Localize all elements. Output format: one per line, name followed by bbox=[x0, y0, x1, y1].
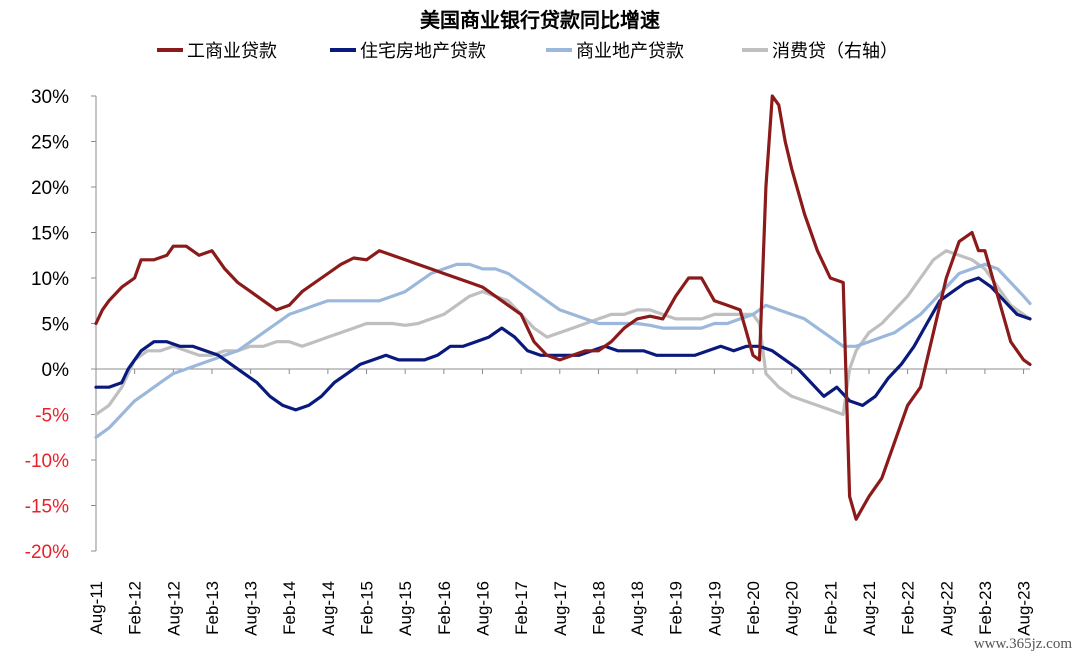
series-line-工商业贷款 bbox=[94, 94, 1032, 521]
x-tick-label: Feb-15 bbox=[358, 581, 377, 635]
x-tick-label: Aug-20 bbox=[783, 581, 802, 636]
x-tick-label: Aug-19 bbox=[705, 581, 724, 636]
x-tick-label: Aug-17 bbox=[551, 581, 570, 636]
x-tick-label: Feb-13 bbox=[203, 581, 222, 635]
x-tick-label: Feb-17 bbox=[512, 581, 531, 635]
y-tick-label: -20% bbox=[25, 542, 69, 563]
x-tick-label: Aug-14 bbox=[319, 581, 338, 636]
x-tick-label: Aug-15 bbox=[396, 581, 415, 636]
y-axis: 30% 25% 20% 15% 10% 5% 0% -5% -10% -15% -20% bbox=[25, 87, 97, 563]
x-tick-label: Feb-18 bbox=[589, 581, 608, 635]
y-tick-label: -10% bbox=[25, 451, 69, 472]
x-axis: Aug-11 Feb-12 Aug-12 Feb-13 Aug-13 Feb-14 Aug-… bbox=[87, 368, 1034, 636]
y-tick-label: 20% bbox=[31, 178, 69, 199]
y-tick-label: 10% bbox=[31, 269, 69, 290]
y-tick-label: -15% bbox=[25, 497, 69, 518]
y-tick-label: 5% bbox=[42, 315, 70, 336]
x-tick-label: Aug-23 bbox=[1015, 581, 1034, 636]
y-tick-label: -5% bbox=[35, 406, 69, 427]
x-tick-label: Aug-13 bbox=[242, 581, 261, 636]
x-tick-label: Feb-20 bbox=[744, 581, 763, 635]
watermark: www.365jz.com bbox=[974, 636, 1073, 652]
series-line-住宅房地产贷款 bbox=[94, 276, 1032, 412]
x-tick-label: Feb-16 bbox=[435, 581, 454, 635]
legend: 工商业贷款 住宅房地产贷款 商业地产贷款 消费贷（右轴） bbox=[157, 41, 898, 62]
x-tick-label: Feb-21 bbox=[821, 581, 840, 635]
x-tick-label: Aug-12 bbox=[164, 581, 183, 636]
x-tick-label: Feb-14 bbox=[280, 581, 299, 635]
x-tick-label: Feb-22 bbox=[899, 581, 918, 635]
y-tick-label: 0% bbox=[42, 360, 70, 381]
legend-label: 消费贷（右轴） bbox=[772, 41, 898, 62]
legend-label: 工商业贷款 bbox=[187, 41, 277, 62]
x-tick-label: Aug-11 bbox=[87, 581, 106, 635]
x-tick-label: Feb-19 bbox=[667, 581, 686, 635]
x-tick-label: Aug-22 bbox=[937, 581, 956, 636]
legend-label: 商业地产贷款 bbox=[576, 41, 684, 62]
x-tick-label: Aug-16 bbox=[473, 581, 492, 636]
plot-area bbox=[94, 94, 1032, 521]
series-line-商业地产贷款 bbox=[94, 262, 1032, 439]
x-tick-label: Aug-21 bbox=[860, 581, 879, 636]
chart-title: 美国商业银行贷款同比增速 bbox=[420, 8, 660, 32]
series-line-消费贷（右轴） bbox=[94, 249, 1032, 417]
y-tick-label: 25% bbox=[31, 133, 69, 154]
x-tick-label: Feb-12 bbox=[126, 581, 145, 635]
legend-label: 住宅房地产贷款 bbox=[360, 41, 486, 62]
y-tick-label: 15% bbox=[31, 224, 69, 245]
y-tick-label: 30% bbox=[31, 87, 69, 108]
x-tick-label: Feb-23 bbox=[976, 581, 995, 635]
x-tick-label: Aug-18 bbox=[628, 581, 647, 636]
